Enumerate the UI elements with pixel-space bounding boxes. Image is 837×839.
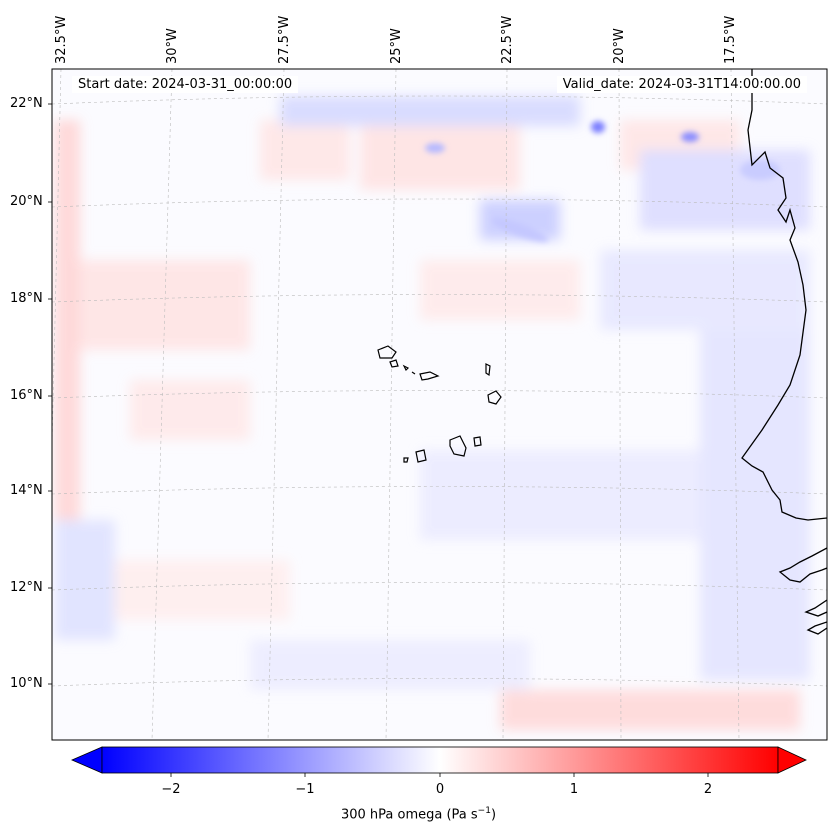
lon-label-27-5w: 27.5°W [277, 15, 292, 64]
lon-label-20w: 20°W [612, 28, 627, 64]
lon-label-30w: 30°W [165, 28, 180, 64]
colorbar-tick-label: 0 [435, 782, 445, 797]
lat-label-14n: 14°N [10, 483, 43, 498]
colorbar-gradient [101, 746, 779, 774]
colorbar-tick-label: −2 [161, 782, 181, 797]
lat-label-20n: 20°N [10, 194, 43, 209]
lon-label-25w: 25°W [389, 28, 404, 64]
colorbar-label-text: 300 hPa omega (Pa s [340, 807, 478, 823]
lat-label-10n: 10°N [10, 676, 43, 691]
lat-label-12n: 12°N [10, 580, 43, 595]
colorbar [70, 746, 807, 777]
colorbar-tick-label: 1 [569, 782, 579, 797]
lon-label-17-5w: 17.5°W [723, 15, 738, 64]
colorbar-label-unit-exponent: −1 [477, 806, 491, 816]
omega-field [52, 69, 827, 740]
lat-label-22n: 22°N [10, 96, 43, 111]
colorbar-tick-label: −1 [295, 782, 315, 797]
lon-label-22-5w: 22.5°W [500, 15, 515, 64]
colorbar-min-extend [70, 746, 103, 774]
valid-date-label: Valid_date: 2024-03-31T14:00:00.00 [556, 76, 807, 93]
colorbar-tick-label: 2 [703, 782, 713, 797]
lat-label-16n: 16°N [10, 388, 43, 403]
start-date-label: Start date: 2024-03-31_00:00:00 [72, 76, 299, 93]
colorbar-label-close: ) [490, 807, 497, 823]
map-border [51, 68, 828, 741]
colorbar-max-extend [777, 746, 807, 774]
lon-label-32-5w: 32.5°W [54, 15, 69, 64]
coastline [741, 69, 827, 635]
islands [377, 345, 502, 463]
colorbar-label: 300 hPa omega (Pa s−1) [0, 806, 837, 822]
lat-label-18n: 18°N [10, 291, 43, 306]
